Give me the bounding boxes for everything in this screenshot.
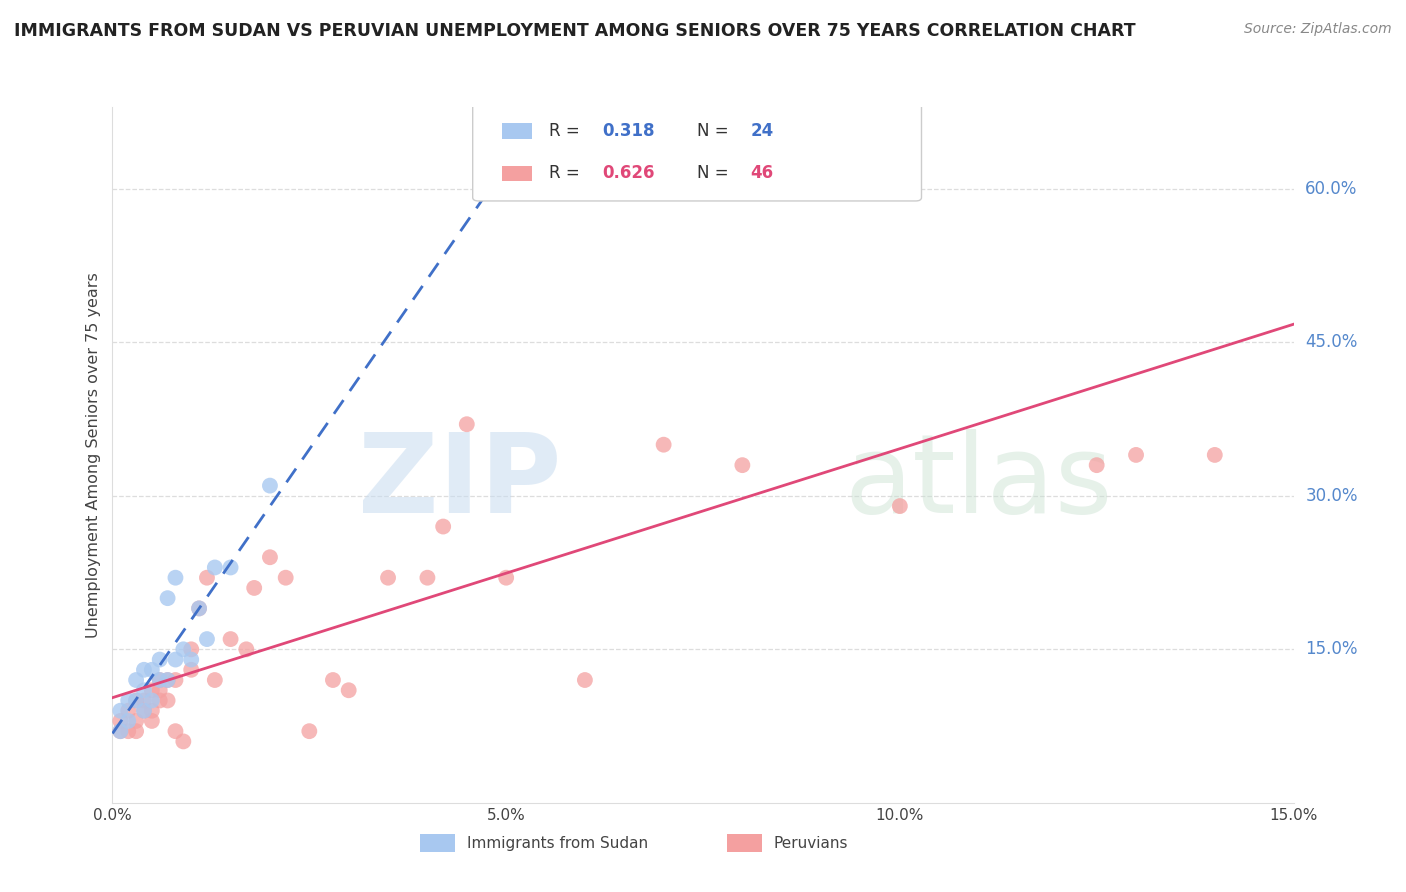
Point bbox=[156, 673, 179, 687]
Point bbox=[117, 693, 139, 707]
Point bbox=[156, 673, 179, 687]
Point bbox=[165, 724, 187, 739]
Point bbox=[117, 724, 139, 739]
Text: N =: N = bbox=[697, 164, 734, 182]
Point bbox=[298, 724, 321, 739]
Point bbox=[132, 693, 155, 707]
Point bbox=[125, 724, 148, 739]
Point bbox=[110, 714, 132, 728]
Point bbox=[432, 519, 454, 533]
Text: R =: R = bbox=[550, 164, 585, 182]
Point bbox=[165, 673, 187, 687]
Point bbox=[204, 560, 226, 574]
Text: 0.626: 0.626 bbox=[603, 164, 655, 182]
Point bbox=[180, 663, 202, 677]
Point bbox=[141, 714, 163, 728]
Point bbox=[574, 673, 596, 687]
Point bbox=[495, 571, 517, 585]
Point bbox=[810, 130, 832, 145]
Point bbox=[132, 663, 155, 677]
Point bbox=[132, 704, 155, 718]
Text: 60.0%: 60.0% bbox=[1305, 180, 1358, 198]
Point bbox=[125, 673, 148, 687]
Point bbox=[141, 663, 163, 677]
Text: N =: N = bbox=[697, 122, 734, 140]
Point bbox=[125, 693, 148, 707]
Point bbox=[172, 734, 194, 748]
Point bbox=[156, 693, 179, 707]
Point bbox=[156, 591, 179, 606]
FancyBboxPatch shape bbox=[727, 834, 762, 852]
Point bbox=[141, 693, 163, 707]
Y-axis label: Unemployment Among Seniors over 75 years: Unemployment Among Seniors over 75 years bbox=[86, 272, 101, 638]
FancyBboxPatch shape bbox=[419, 834, 456, 852]
Point bbox=[195, 632, 218, 646]
Point bbox=[149, 673, 172, 687]
Point bbox=[110, 704, 132, 718]
Point bbox=[125, 693, 148, 707]
Point bbox=[165, 571, 187, 585]
Point bbox=[1204, 448, 1226, 462]
Text: R =: R = bbox=[550, 122, 585, 140]
Point bbox=[149, 693, 172, 707]
Text: 0.318: 0.318 bbox=[603, 122, 655, 140]
Text: 46: 46 bbox=[751, 164, 773, 182]
Point bbox=[1085, 458, 1108, 472]
Point bbox=[141, 704, 163, 718]
Point bbox=[204, 673, 226, 687]
Point bbox=[416, 571, 439, 585]
Point bbox=[149, 652, 172, 666]
Text: Immigrants from Sudan: Immigrants from Sudan bbox=[467, 836, 648, 851]
Text: 15.0%: 15.0% bbox=[1305, 640, 1358, 658]
Point bbox=[889, 499, 911, 513]
Point bbox=[110, 724, 132, 739]
Point bbox=[235, 642, 257, 657]
FancyBboxPatch shape bbox=[502, 166, 531, 181]
Text: IMMIGRANTS FROM SUDAN VS PERUVIAN UNEMPLOYMENT AMONG SENIORS OVER 75 YEARS CORRE: IMMIGRANTS FROM SUDAN VS PERUVIAN UNEMPL… bbox=[14, 22, 1136, 40]
Point bbox=[141, 683, 163, 698]
Text: ZIP: ZIP bbox=[359, 429, 561, 536]
Point bbox=[188, 601, 211, 615]
Text: Peruvians: Peruvians bbox=[773, 836, 848, 851]
Point bbox=[337, 683, 360, 698]
Point bbox=[219, 560, 242, 574]
Point bbox=[1125, 448, 1147, 462]
Point bbox=[132, 704, 155, 718]
Point bbox=[377, 571, 399, 585]
Text: 24: 24 bbox=[751, 122, 773, 140]
Point bbox=[125, 714, 148, 728]
Point bbox=[259, 550, 281, 565]
Point bbox=[132, 683, 155, 698]
Point bbox=[274, 571, 297, 585]
Point bbox=[149, 683, 172, 698]
Point bbox=[180, 652, 202, 666]
FancyBboxPatch shape bbox=[472, 103, 921, 201]
Point bbox=[219, 632, 242, 646]
Text: Source: ZipAtlas.com: Source: ZipAtlas.com bbox=[1244, 22, 1392, 37]
Point bbox=[322, 673, 344, 687]
Point bbox=[195, 571, 218, 585]
FancyBboxPatch shape bbox=[502, 123, 531, 138]
Text: 45.0%: 45.0% bbox=[1305, 334, 1358, 351]
Point bbox=[172, 642, 194, 657]
Point bbox=[456, 417, 478, 432]
Point bbox=[731, 458, 754, 472]
Point bbox=[652, 438, 675, 452]
Text: atlas: atlas bbox=[845, 429, 1114, 536]
Point bbox=[243, 581, 266, 595]
Point bbox=[110, 724, 132, 739]
Point bbox=[259, 478, 281, 492]
Point bbox=[180, 642, 202, 657]
Text: 30.0%: 30.0% bbox=[1305, 487, 1358, 505]
Point bbox=[149, 673, 172, 687]
Point bbox=[117, 704, 139, 718]
Point bbox=[165, 652, 187, 666]
Point bbox=[117, 714, 139, 728]
Point bbox=[188, 601, 211, 615]
